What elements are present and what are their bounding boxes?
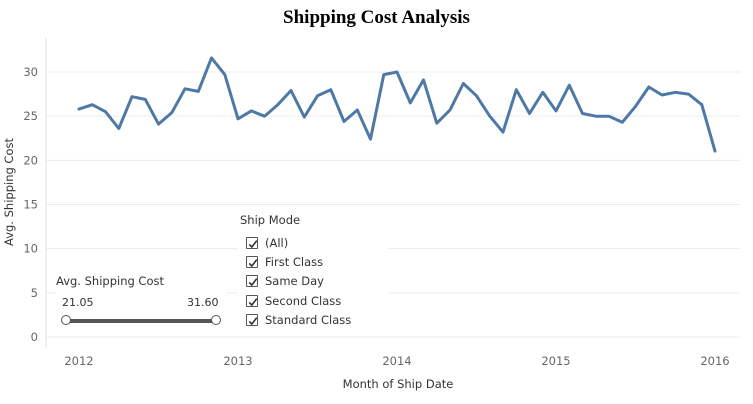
y-tick-label: 25 — [23, 109, 38, 123]
filter-item[interactable]: Standard Class — [246, 310, 388, 329]
slider-max-value: 31.60 — [187, 296, 219, 309]
y-axis-ticks: 0 5 10 15 20 25 30 — [23, 65, 38, 344]
filter-item[interactable]: Same Day — [246, 272, 388, 291]
slider-max-handle[interactable] — [211, 315, 221, 325]
checkmark-icon — [248, 278, 258, 287]
x-tick-label: 2014 — [382, 354, 411, 368]
filter-item[interactable]: First Class — [246, 252, 388, 271]
filter-item[interactable]: Second Class — [246, 291, 388, 310]
y-tick-label: 20 — [23, 153, 38, 167]
checkbox[interactable] — [246, 275, 258, 288]
filter-item-label: (All) — [265, 235, 289, 250]
y-tick-label: 5 — [31, 286, 38, 300]
filter-item[interactable]: (All) — [246, 233, 388, 252]
filter-item-label: Standard Class — [265, 312, 352, 327]
gridlines — [46, 71, 740, 338]
x-tick-label: 2013 — [223, 354, 252, 368]
checkmark-icon — [248, 297, 258, 306]
avg-shipping-cost-slider: Avg. Shipping Cost 21.05 31.60 — [56, 272, 226, 332]
slider-title: Avg. Shipping Cost — [56, 274, 164, 288]
slider-min-value: 21.05 — [62, 296, 94, 309]
filter-list: (All) First Class Same Day Second Class Stan… — [238, 233, 388, 329]
chart-title: Shipping Cost Analysis — [283, 7, 470, 28]
filter-item-label: First Class — [265, 254, 324, 269]
y-tick-label: 30 — [23, 65, 38, 79]
y-tick-label: 10 — [23, 242, 38, 256]
slider-min-handle[interactable] — [61, 315, 71, 325]
slider-track[interactable] — [66, 319, 216, 323]
filter-item-label: Second Class — [265, 293, 342, 308]
y-tick-label: 15 — [23, 198, 38, 212]
x-tick-label: 2016 — [700, 354, 729, 368]
checkmark-icon — [248, 239, 258, 248]
checkbox[interactable] — [246, 294, 258, 307]
checkbox[interactable] — [246, 236, 258, 249]
filter-title: Ship Mode — [240, 213, 301, 227]
x-axis-title: Month of Ship Date — [343, 377, 454, 391]
x-tick-label: 2015 — [541, 354, 570, 368]
checkmark-icon — [248, 259, 258, 268]
x-tick-label: 2012 — [64, 354, 93, 368]
checkbox[interactable] — [246, 313, 258, 326]
checkmark-icon — [248, 316, 258, 326]
series-line — [77, 56, 717, 153]
y-axis-title: Avg. Shipping Cost — [2, 138, 16, 246]
x-axis-ticks: 2012 2013 2014 2015 2016 — [64, 354, 729, 368]
y-tick-label: 0 — [31, 330, 38, 344]
filter-item-label: Same Day — [265, 274, 324, 289]
checkbox[interactable] — [246, 255, 258, 268]
ship-mode-filter: Ship Mode (All) First Class Same Day Second… — [238, 213, 388, 330]
